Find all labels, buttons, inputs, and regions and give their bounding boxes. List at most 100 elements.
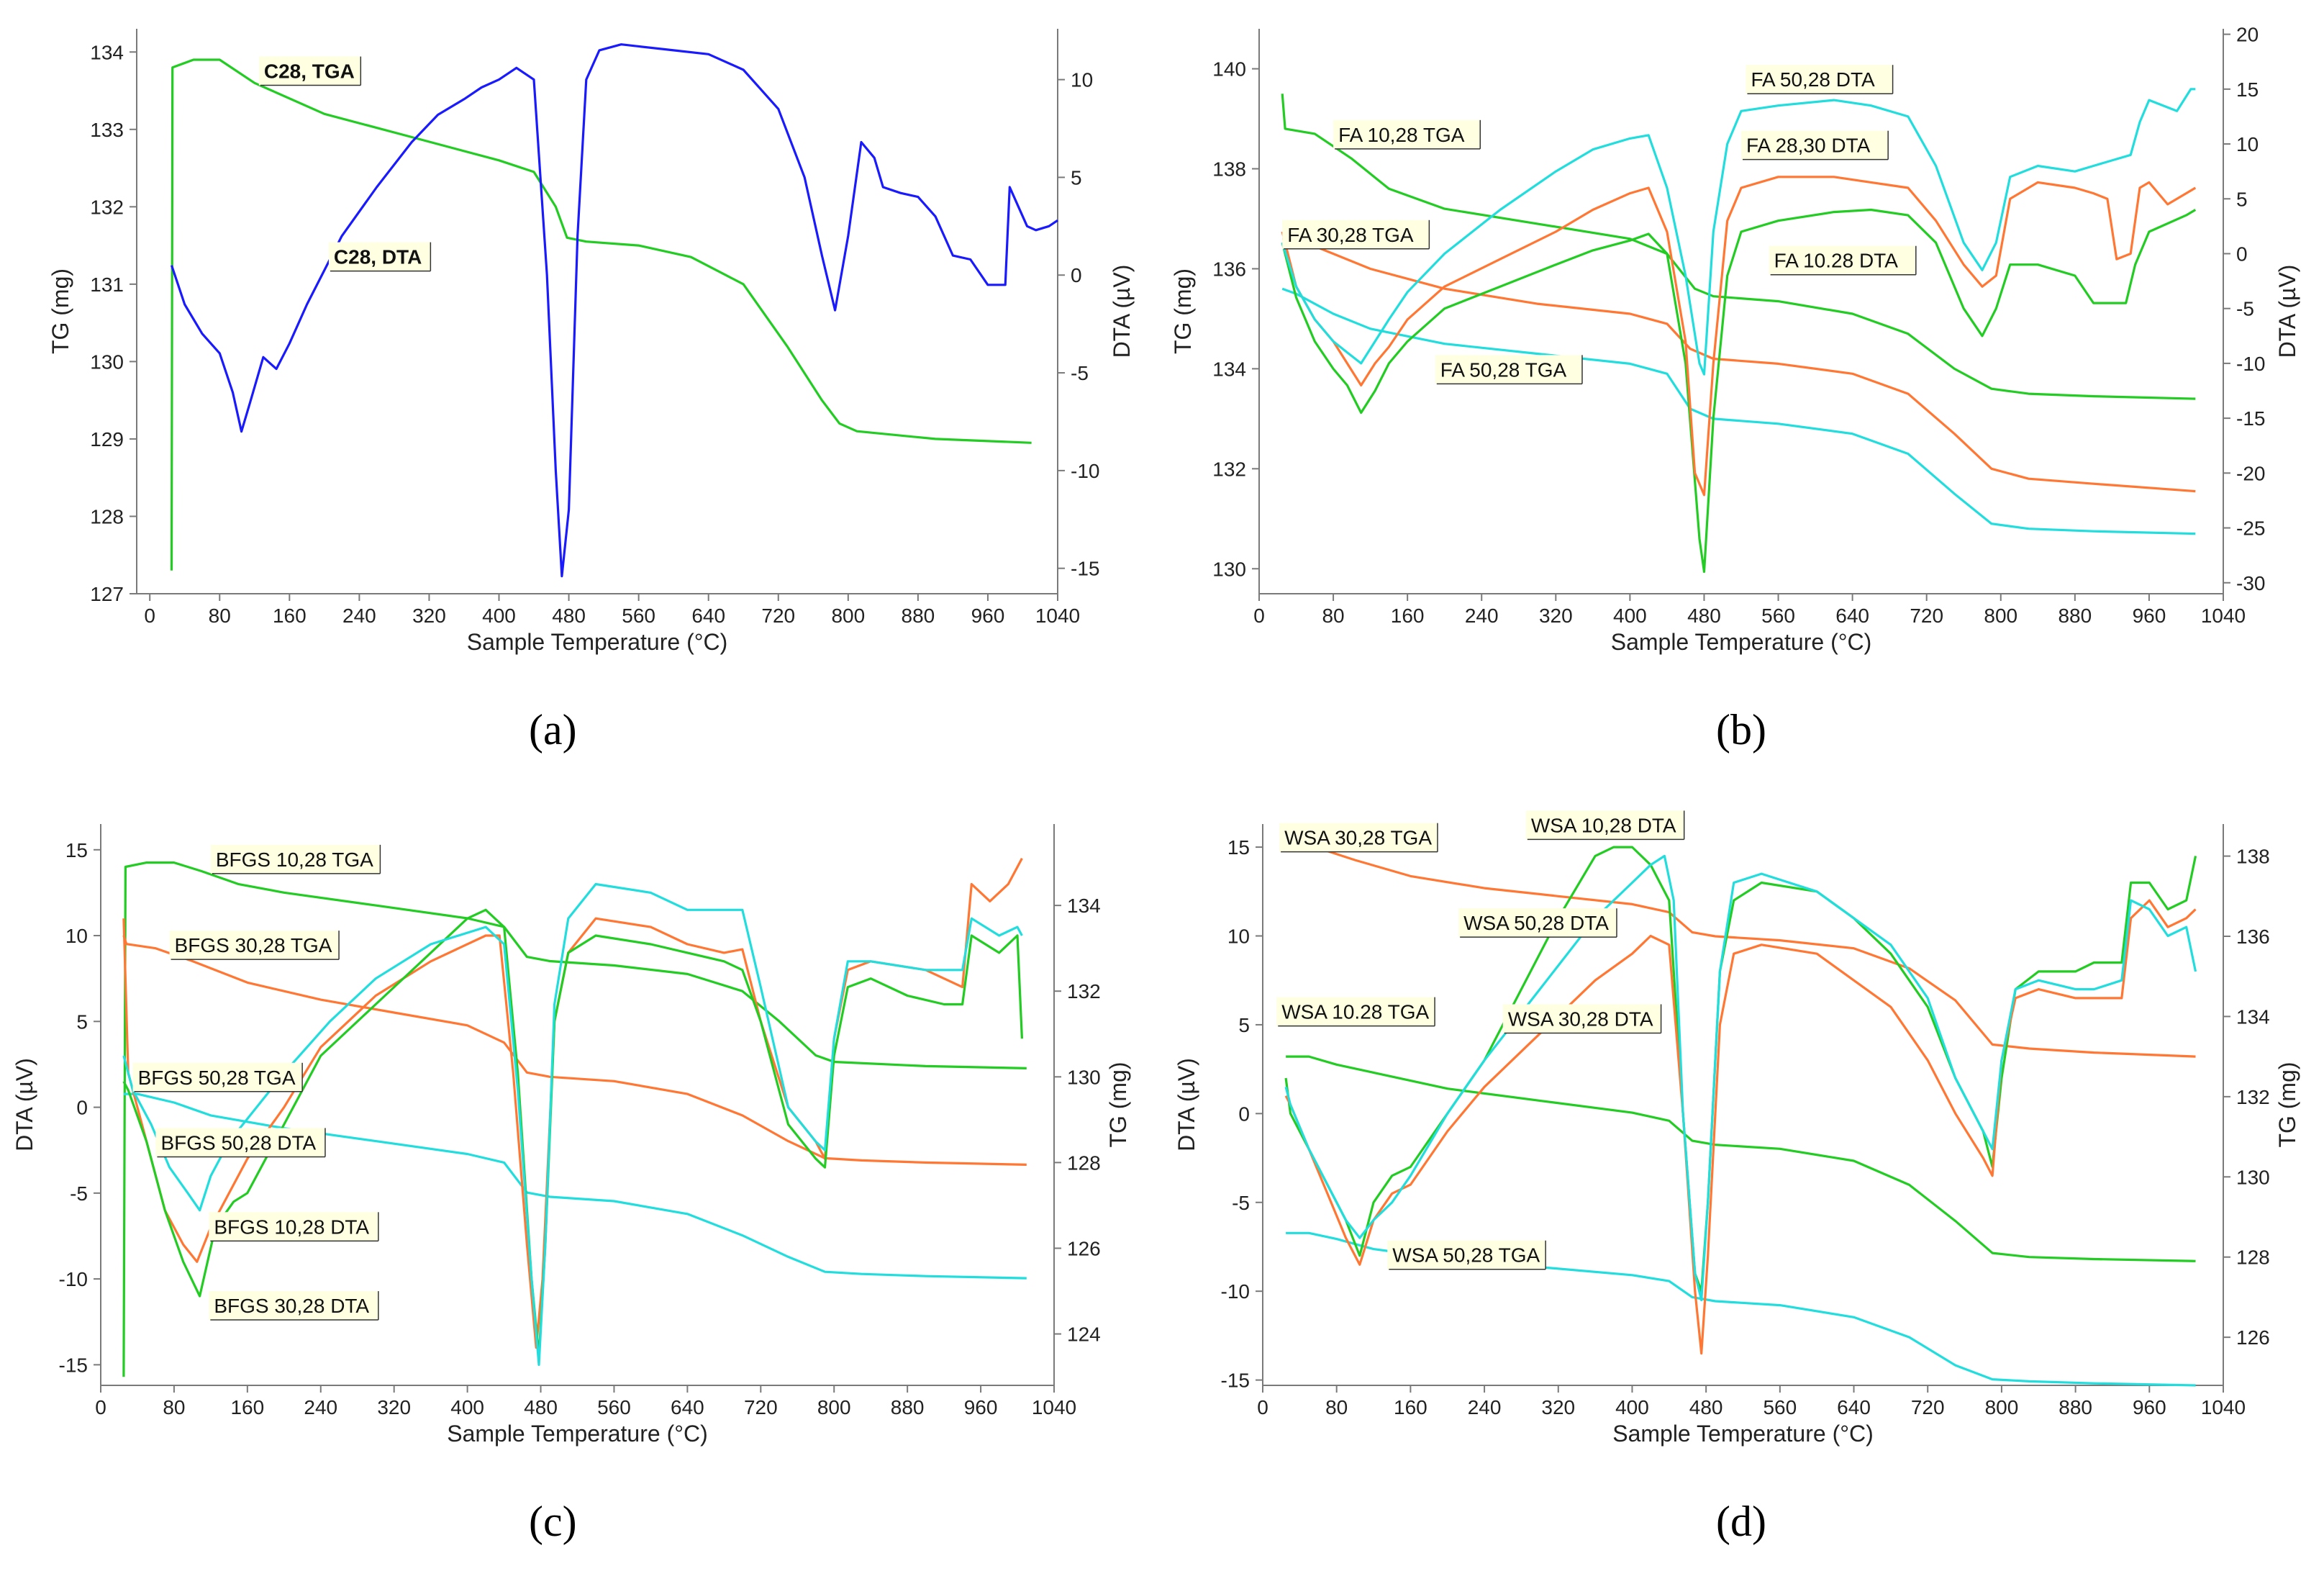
x-tick-label: 160 (273, 605, 307, 627)
annotation-label: BFGS 50,28 TGA (132, 1062, 303, 1092)
right-tick-label: 124 (1067, 1323, 1101, 1346)
subcaption-c: (c) (529, 1497, 577, 1547)
series-line-fa-28-30-dta (1281, 176, 2197, 497)
annotation-text: BFGS 50,28 TGA (138, 1067, 296, 1089)
annotation-text: WSA 10,28 DTA (1531, 814, 1676, 836)
x-axis-label: Sample Temperature (°C) (1612, 1421, 1874, 1447)
annotation-text: FA 10,28 TGA (1338, 124, 1465, 146)
series-line-fa-50-28-dta (1281, 88, 2196, 376)
series-line-fa-10-28-dta (1281, 208, 2197, 574)
x-tick-label: 1040 (2201, 605, 2246, 627)
right-tick-label: 136 (2236, 925, 2270, 948)
annotation-label: FA 30,28 TGA (1282, 220, 1430, 250)
x-tick-label: 800 (1984, 605, 2017, 627)
x-tick-label: 240 (342, 605, 376, 627)
annotation-label: BFGS 10,28 DTA (209, 1212, 379, 1242)
x-tick-label: 480 (1689, 1396, 1723, 1418)
annotation-label: WSA 30,28 DTA (1502, 1004, 1662, 1034)
right-tick-label: -5 (1071, 362, 1089, 384)
chart-panel-b: 0 80 160 240 320 400 480 560 640 720 800 880 960 1040… (1170, 24, 2300, 655)
annotation-box (1387, 1240, 1546, 1270)
x-tick-label: 560 (1763, 1396, 1797, 1418)
subcaption-d: (d) (1716, 1497, 1766, 1547)
series-line-wsa-50-28-dta (1284, 899, 2197, 1355)
annotation-box (1502, 1004, 1661, 1033)
subcaption-a-text: (a) (529, 706, 577, 753)
annotation-box (209, 1291, 378, 1321)
left-tick-label: 138 (1212, 158, 1246, 181)
x-axis-label: Sample Temperature (°C) (1611, 629, 1872, 655)
x-tick-label: 320 (1539, 605, 1573, 627)
x-tick-label: 0 (144, 605, 155, 627)
annotation-box (1435, 355, 1582, 384)
annotation-box (1333, 119, 1481, 149)
left-tick-label: -15 (1221, 1370, 1250, 1392)
annotation-text: FA 30,28 TGA (1287, 224, 1414, 246)
x-tick-label: 880 (902, 605, 935, 627)
series-line-fa-10-28-tga (1281, 94, 2196, 400)
x-tick-label: 880 (2058, 605, 2092, 627)
series-line-wsa-30-28-dta (1284, 854, 2197, 1302)
x-tick-label: 720 (744, 1396, 778, 1418)
x-tick-label: 240 (1468, 1396, 1502, 1418)
x-tick-label: 480 (552, 605, 586, 627)
x-tick-label: 400 (450, 1396, 484, 1418)
annotation-text: BFGS 10,28 DTA (214, 1216, 369, 1238)
annotation-box (209, 1212, 378, 1241)
x-tick-label: 960 (964, 1396, 998, 1418)
annotation-label: FA 10.28 DTA (1769, 245, 1917, 276)
left-tick-label: 0 (76, 1097, 88, 1119)
x-tick-label: 560 (1761, 605, 1795, 627)
x-tick-label: 720 (1911, 1396, 1945, 1418)
left-tick-label: 10 (1227, 925, 1250, 948)
x-tick-label: 560 (622, 605, 655, 627)
annotation-box (1746, 65, 1893, 94)
annotation-text: BFGS 30,28 DTA (214, 1295, 369, 1317)
subcaption-c-text: (c) (529, 1498, 577, 1545)
right-tick-label: 128 (2236, 1246, 2270, 1269)
x-tick-label: 800 (831, 605, 865, 627)
x-tick-label: 80 (1322, 605, 1344, 627)
right-axis-label: DTA (µV) (2274, 265, 2300, 358)
x-tick-label: 720 (761, 605, 795, 627)
x-tick-label: 480 (1687, 605, 1721, 627)
right-tick-label: 134 (2236, 1005, 2270, 1028)
left-tick-label: -15 (59, 1354, 88, 1376)
x-tick-label: 160 (1394, 1396, 1427, 1418)
annotation-label: BFGS 50,28 DTA (155, 1128, 326, 1158)
right-tick-label: 20 (2236, 24, 2259, 46)
annotation-label: FA 50,28 TGA (1435, 355, 1583, 385)
left-tick-label: 134 (1212, 358, 1246, 380)
left-tick-label: -10 (59, 1268, 88, 1290)
x-tick-label: 960 (2133, 1396, 2166, 1418)
x-tick-label: 240 (1465, 605, 1499, 627)
right-axis-label: DTA (µV) (1109, 265, 1135, 358)
series-line-wsa-50-28-tga (1286, 1231, 2196, 1387)
left-tick-label: 129 (90, 428, 124, 451)
annotation-text: WSA 30,28 TGA (1284, 827, 1432, 849)
annotation-text: C28, DTA (334, 246, 422, 268)
x-tick-label: 160 (1391, 605, 1425, 627)
annotation-label: WSA 50,28 DTA (1458, 908, 1617, 938)
annotation-label: FA 28,30 DTA (1741, 130, 1889, 160)
x-tick-label: 1040 (1032, 1396, 1076, 1418)
left-tick-label: 131 (90, 273, 124, 296)
left-tick-label: 130 (90, 350, 124, 373)
right-tick-label: 138 (2236, 846, 2270, 868)
x-tick-label: 1040 (1035, 605, 1080, 627)
left-tick-label: 130 (1212, 558, 1246, 580)
series-line-wsa-10-28-tga (1286, 1055, 2196, 1262)
left-tick-label: -5 (1232, 1192, 1250, 1214)
x-tick-label: 0 (1257, 1396, 1268, 1418)
annotation-label: WSA 50,28 TGA (1387, 1240, 1546, 1270)
left-axis-label: TG (mg) (1170, 268, 1196, 354)
x-axis-label: Sample Temperature (°C) (447, 1421, 708, 1447)
x-tick-label: 80 (163, 1396, 185, 1418)
right-tick-label: 0 (1071, 264, 1082, 286)
left-tick-label: 134 (90, 41, 124, 63)
left-tick-label: 10 (65, 925, 88, 947)
x-tick-label: 320 (377, 1396, 411, 1418)
x-axis-label: Sample Temperature (°C) (467, 629, 728, 655)
annotation-text: BFGS 50,28 DTA (160, 1131, 316, 1154)
x-tick-label: 400 (1615, 1396, 1649, 1418)
